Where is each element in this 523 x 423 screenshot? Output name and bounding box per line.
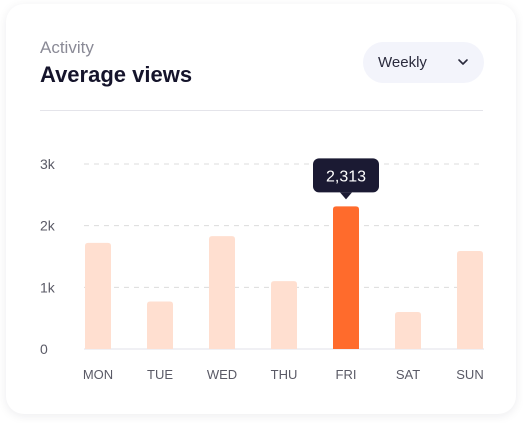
period-dropdown[interactable]: Weekly: [363, 42, 484, 83]
period-dropdown-label: Weekly: [378, 54, 427, 71]
x-tick-label: SUN: [456, 367, 483, 382]
x-tick-label: THU: [271, 367, 298, 382]
activity-card: Activity Average views Weekly 0 1k 2k 3k MON…: [6, 4, 516, 414]
tooltip-value: 2,313: [326, 168, 366, 185]
tooltip-pointer: [340, 192, 352, 200]
y-tick-label: 2k: [40, 218, 56, 234]
bar-fri[interactable]: [333, 206, 359, 349]
x-tick-label: FRI: [336, 367, 357, 382]
y-tick-label: 3k: [40, 156, 56, 172]
card-subtitle: Activity: [40, 38, 94, 57]
views-bar-chart: 0 1k 2k 3k MON TUE WED THU FRI 2,313 SAT SUN: [40, 156, 484, 382]
bar-sun[interactable]: [457, 250, 483, 349]
header-divider: [40, 110, 483, 111]
bar-wed[interactable]: [209, 236, 235, 349]
x-tick-label: WED: [207, 367, 237, 382]
bar-thu[interactable]: [271, 281, 297, 349]
bar-sat[interactable]: [395, 312, 421, 349]
y-tick-label: 1k: [40, 279, 56, 295]
x-tick-label: TUE: [147, 367, 173, 382]
bar-tue[interactable]: [147, 301, 173, 349]
x-tick-label: MON: [83, 367, 113, 382]
tooltip-box: [313, 158, 379, 193]
card-title: Average views: [40, 62, 193, 87]
chevron-down-icon: [458, 59, 468, 65]
y-tick-label: 0: [40, 341, 48, 357]
bar-mon[interactable]: [85, 242, 111, 349]
x-tick-label: SAT: [396, 367, 420, 382]
